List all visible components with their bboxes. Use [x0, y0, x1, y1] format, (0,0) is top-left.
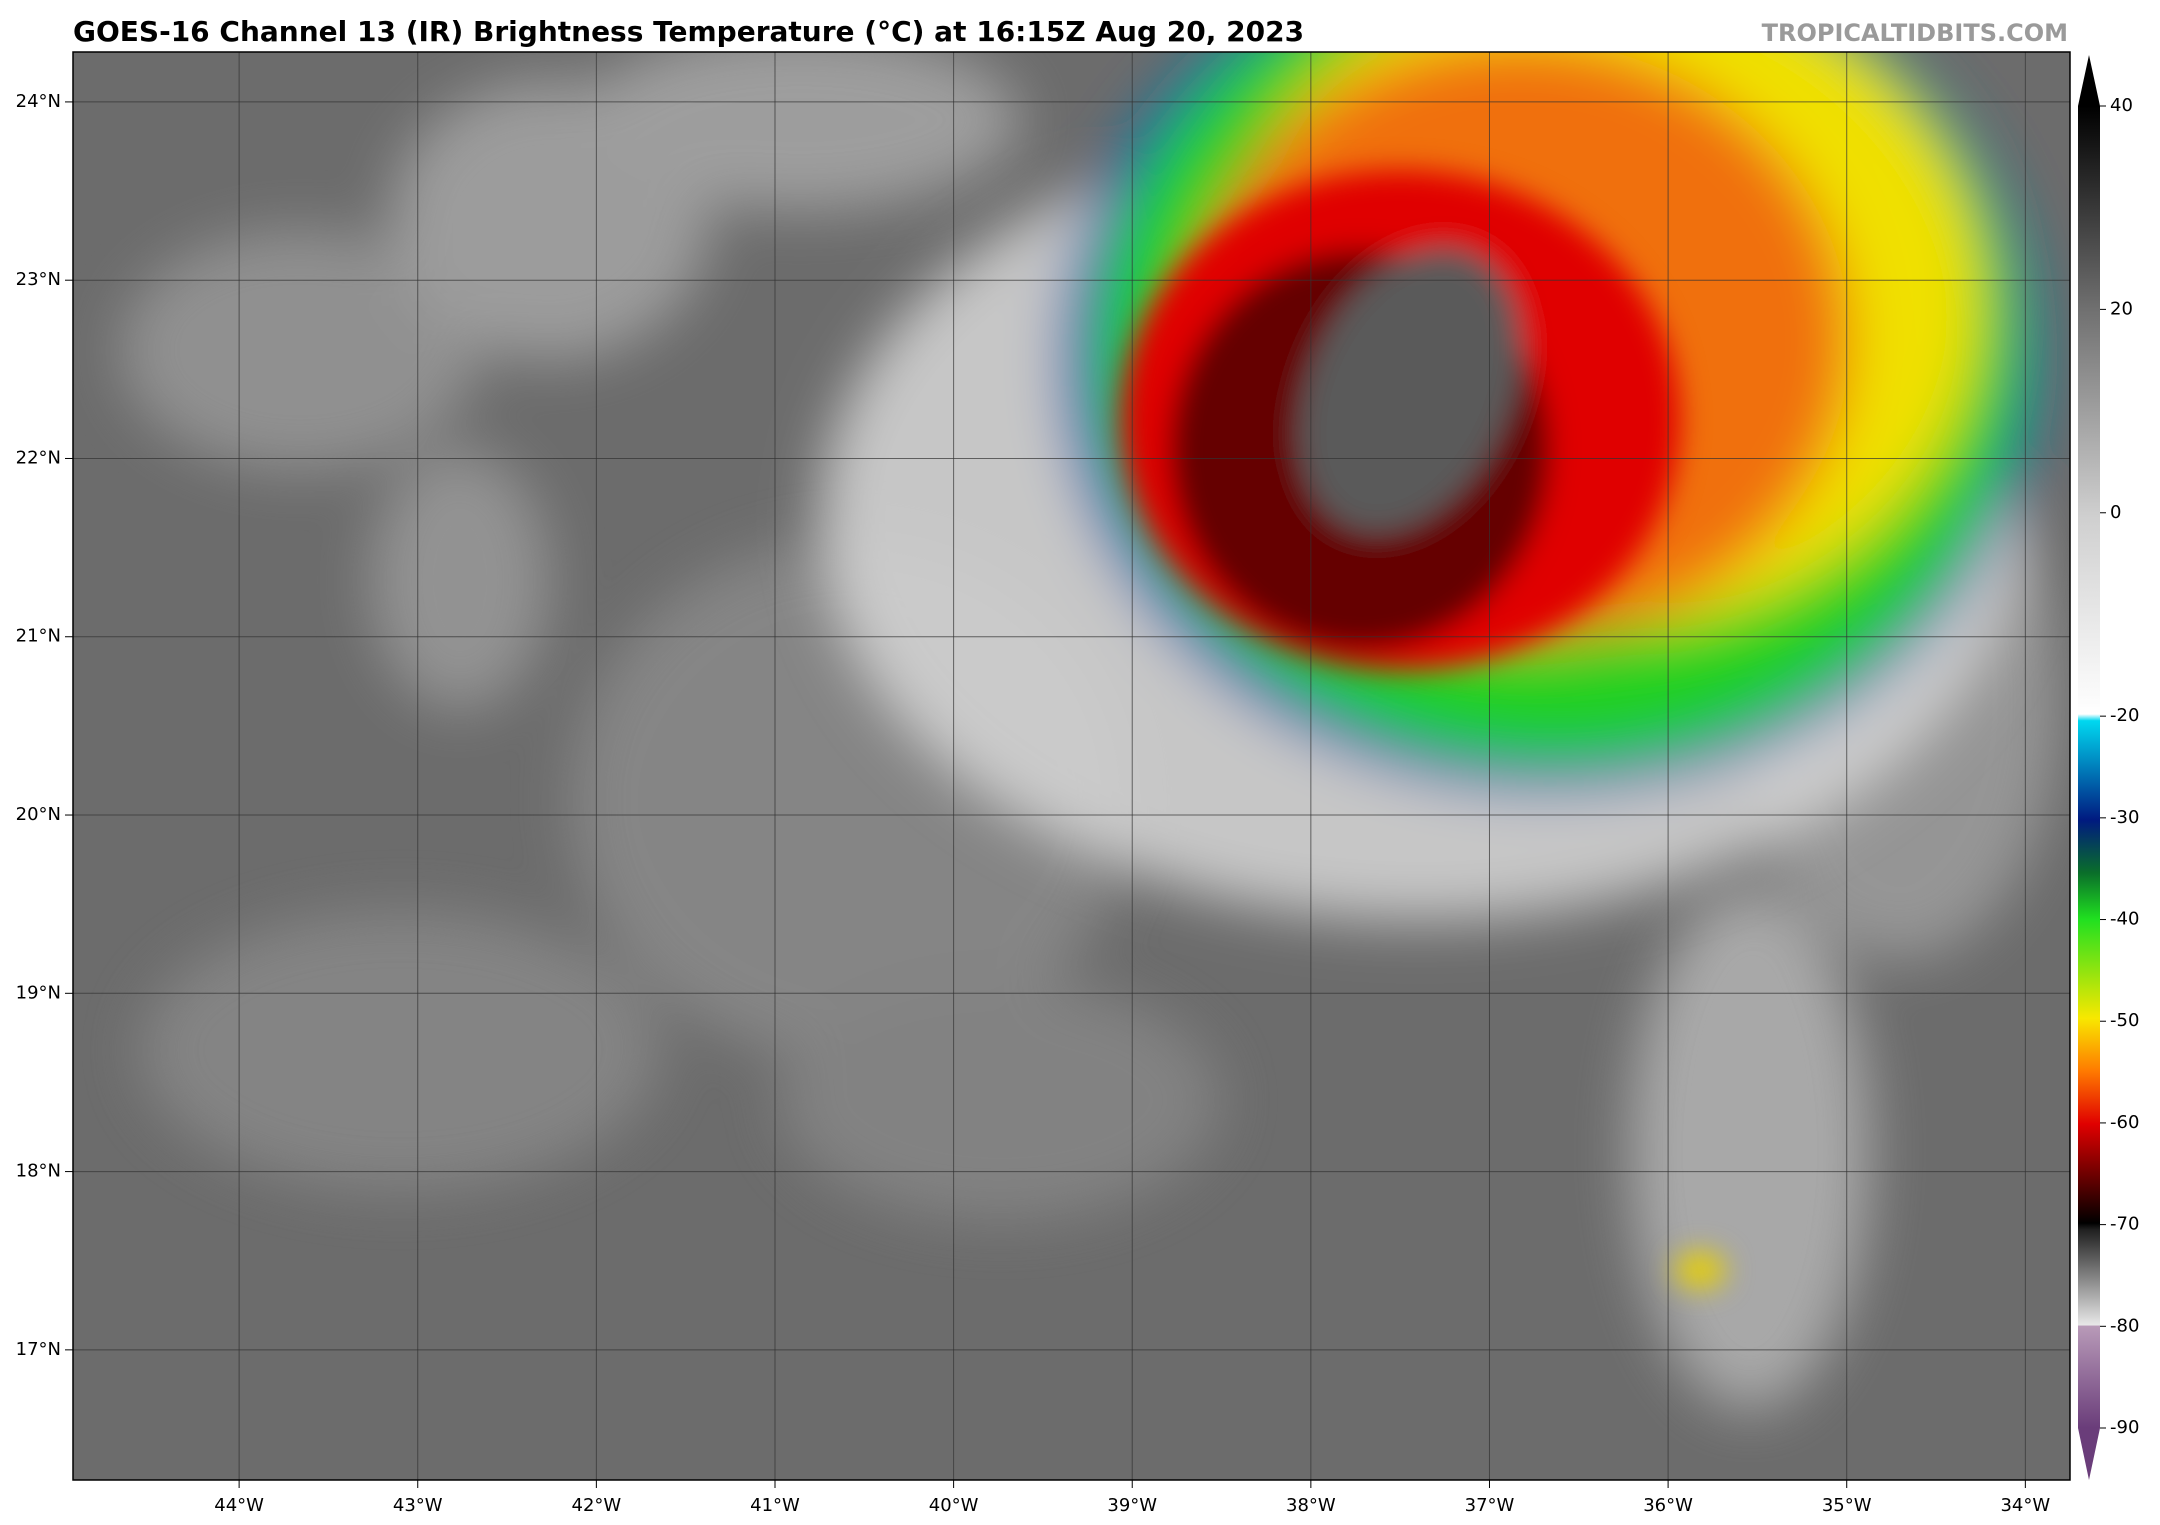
lat-label: 17°N	[16, 1339, 61, 1360]
colorbar-label: 0	[2110, 502, 2121, 523]
lat-label: 21°N	[16, 626, 61, 647]
colorbar-label: -30	[2110, 807, 2139, 828]
colorbar-label: 20	[2110, 298, 2133, 319]
colorbar-label: -20	[2110, 705, 2139, 726]
lat-label: 18°N	[16, 1161, 61, 1182]
lat-label: 24°N	[16, 91, 61, 112]
lat-label: 20°N	[16, 804, 61, 825]
lon-label: 42°W	[572, 1495, 622, 1516]
colorbar-label: -50	[2110, 1010, 2139, 1031]
satellite-image	[73, 52, 2070, 1480]
lon-label: 35°W	[1822, 1495, 1872, 1516]
colorbar-label: -40	[2110, 909, 2139, 930]
lon-label: 34°W	[2000, 1495, 2050, 1516]
colorbar-label: -90	[2110, 1417, 2139, 1438]
colorbar-label: -60	[2110, 1112, 2139, 1133]
colorbar-extend-top	[2078, 55, 2100, 106]
watermark: TROPICALTIDBITS.COM	[1762, 19, 2068, 47]
colorbar-label: -70	[2110, 1214, 2139, 1235]
lon-label: 36°W	[1643, 1495, 1693, 1516]
lon-label: 39°W	[1107, 1495, 1157, 1516]
lat-label: 19°N	[16, 982, 61, 1003]
lon-label: 38°W	[1286, 1495, 1336, 1516]
lon-label: 44°W	[214, 1495, 264, 1516]
lon-label: 41°W	[750, 1495, 800, 1516]
colorbar-label: 40	[2110, 95, 2133, 116]
map-frame	[72, 51, 2071, 1481]
colorbar	[2078, 106, 2100, 1428]
lon-label: 37°W	[1465, 1495, 1515, 1516]
lon-label: 40°W	[929, 1495, 979, 1516]
lat-label: 23°N	[16, 269, 61, 290]
lat-label: 22°N	[16, 447, 61, 468]
colorbar-label: -80	[2110, 1315, 2139, 1336]
title: GOES-16 Channel 13 (IR) Brightness Tempe…	[73, 15, 1304, 48]
colorbar-extend-bottom	[2078, 1428, 2100, 1480]
lon-label: 43°W	[393, 1495, 443, 1516]
